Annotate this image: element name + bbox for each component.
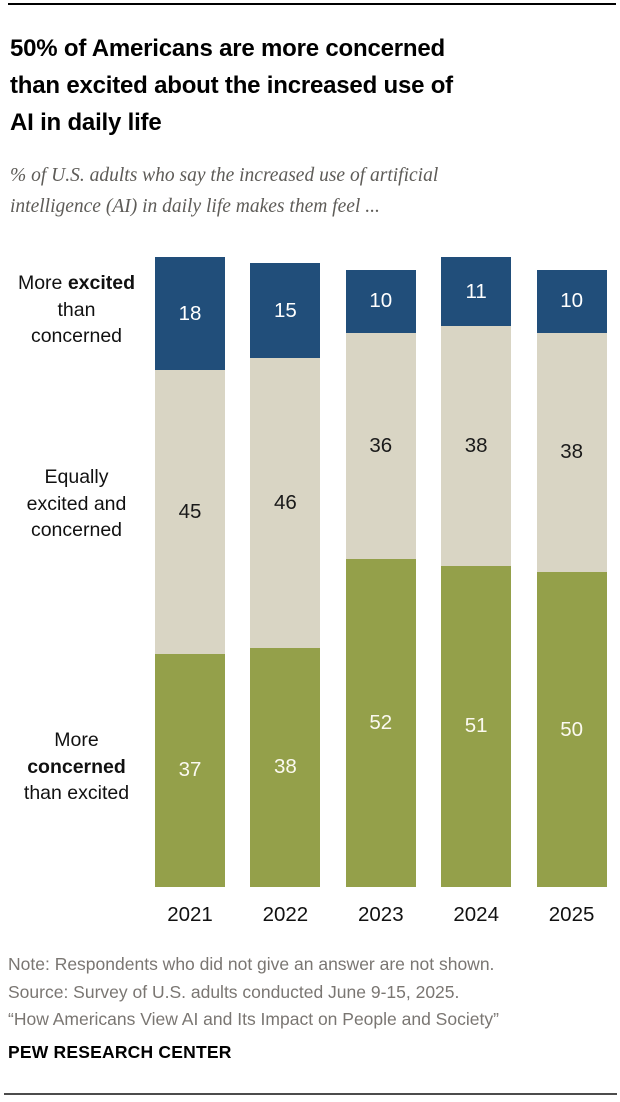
bar-segment: 38: [250, 647, 321, 887]
x-axis-label: 2021: [167, 903, 213, 926]
bar-value-label: 36: [369, 433, 393, 457]
bar-segment: 10: [536, 269, 607, 333]
category-label-line: concerned: [30, 519, 123, 541]
category-label-more-excited: More excited than concerned: [0, 270, 153, 350]
category-label-line: excited and: [26, 492, 127, 515]
bar-segment: 38: [536, 332, 607, 572]
bar-segment: 15: [250, 263, 321, 358]
subtitle-line: intelligence (AI) in daily life makes th…: [10, 196, 380, 217]
bar-value-label: 10: [560, 289, 583, 313]
bar-value-label: 11: [465, 279, 487, 303]
bar-value-label: 51: [464, 714, 488, 738]
category-label-more-concerned: More concerned than excited: [0, 727, 153, 807]
bar-segment: 36: [345, 332, 416, 560]
bar-value-label: 37: [178, 758, 202, 782]
source-line: Source: Survey of U.S. adults conducted …: [8, 981, 460, 1002]
title-line: 50% of Americans are more concerned: [10, 35, 445, 62]
bar-segment: 38: [441, 326, 512, 566]
x-axis-label: 2025: [548, 903, 595, 926]
bar-segment: 18: [155, 257, 225, 371]
x-axis-label: 2022: [262, 903, 309, 926]
top-divider: [8, 3, 616, 5]
footer-notes: Note: Respondents who did not give an an…: [8, 951, 499, 1034]
bar-segment: 50: [536, 572, 607, 887]
bar-segment: 52: [345, 559, 416, 887]
category-label-line: More excited: [17, 272, 136, 294]
bottom-divider: [4, 1093, 617, 1095]
note-line: Note: Respondents who did not give an an…: [8, 954, 495, 974]
category-label-line: Equally: [44, 466, 109, 488]
bar-segment: 37: [155, 653, 225, 887]
pew-research-center-wordmark: PEW RESEARCH CENTER: [8, 1042, 232, 1062]
chart-subtitle: % of U.S. adults who say the increased u…: [10, 160, 438, 222]
subtitle-line: % of U.S. adults who say the increased u…: [10, 165, 439, 186]
bar-value-label: 38: [273, 755, 297, 779]
title-line: than excited about the increased use of: [10, 72, 453, 99]
category-label-line: than excited: [23, 782, 130, 804]
bar-segment: 45: [155, 370, 225, 654]
category-label-line: concerned: [27, 755, 126, 778]
chart-area: More excited than concerned Equally exci…: [0, 257, 607, 926]
chart-title: 50% of Americans are more concerned than…: [10, 30, 453, 141]
x-axis-label: 2023: [357, 903, 404, 926]
bar-segment: 51: [441, 565, 512, 887]
bar-value-label: 15: [273, 298, 297, 322]
bar-segment: 46: [250, 357, 321, 648]
bar-value-label: 52: [369, 711, 393, 735]
bar-value-label: 46: [273, 490, 297, 514]
bar-segment: 11: [441, 257, 512, 327]
title-line: AI in daily life: [10, 109, 162, 136]
bar-value-label: 18: [178, 301, 202, 325]
category-label-line: concerned: [30, 325, 123, 347]
category-label-equally: Equally excited and concerned: [0, 464, 153, 544]
bar-value-label: 50: [560, 717, 583, 741]
bar-value-label: 10: [369, 289, 393, 313]
report-title-line: “How Americans View AI and Its Impact on…: [8, 1009, 499, 1029]
x-axis-label: 2024: [453, 903, 499, 926]
bar-value-label: 38: [560, 440, 583, 464]
bar-segment: 10: [345, 269, 416, 333]
bar-value-label: 45: [178, 500, 202, 524]
category-label-line: More: [54, 729, 99, 751]
bar-value-label: 38: [464, 433, 488, 457]
category-label-line: than: [57, 298, 96, 321]
